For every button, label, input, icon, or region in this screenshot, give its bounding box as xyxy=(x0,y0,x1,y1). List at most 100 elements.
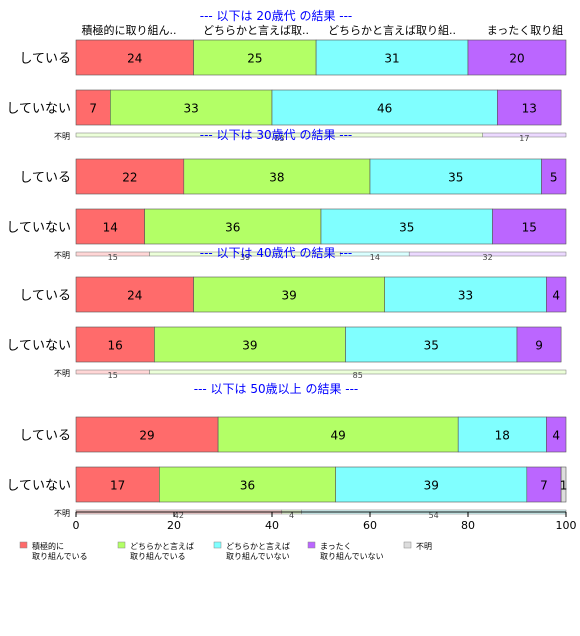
legend-swatch xyxy=(403,541,412,549)
bar-segment xyxy=(75,158,185,195)
column-header: まったく取り組 xyxy=(487,24,564,37)
x-tick-label: 0 xyxy=(73,519,80,532)
data-label: 14 xyxy=(103,221,118,235)
data-label: 16 xyxy=(108,339,123,353)
data-label: 35 xyxy=(448,171,463,185)
legend-label: 取り組んでいる xyxy=(32,551,88,561)
x-tick-label: 80 xyxy=(461,519,475,532)
data-label: 35 xyxy=(424,339,439,353)
column-header: どちらかと言えば取.. xyxy=(203,24,309,37)
legend-label: 取り組んでいない xyxy=(226,551,290,561)
unknown-data-label: 14 xyxy=(370,253,380,262)
unknown-data-label: 15 xyxy=(108,371,118,380)
data-label: 31 xyxy=(384,52,399,66)
data-label: 4 xyxy=(552,429,560,443)
bar-segment xyxy=(457,416,547,453)
column-header: 積極的に取り組ん.. xyxy=(82,23,177,37)
unknown-data-label: 39 xyxy=(240,253,250,262)
bar-segment xyxy=(193,39,317,76)
bar-segment xyxy=(75,39,194,76)
legend-label: まったく xyxy=(320,542,352,551)
row-label: している xyxy=(19,289,71,304)
row-label: していない xyxy=(6,339,71,354)
unknown-data-label: 85 xyxy=(353,371,363,380)
bar-segment xyxy=(183,158,371,195)
bar-segment xyxy=(75,208,145,245)
bar-segment xyxy=(335,466,528,503)
x-tick-label: 100 xyxy=(556,519,577,532)
bar-segment xyxy=(75,466,160,503)
bar-segment xyxy=(75,326,155,363)
legend-label: 取り組んでいる xyxy=(130,551,186,561)
row-label: している xyxy=(19,52,71,67)
column-header: どちらかと言えば取り組.. xyxy=(328,24,456,37)
group-title: --- 以下は 30歳代 の結果 --- xyxy=(200,128,353,142)
data-label: 17 xyxy=(110,479,125,493)
data-label: 24 xyxy=(127,52,142,66)
legend-label: どちらかと言えば xyxy=(130,541,194,551)
data-label: 25 xyxy=(247,52,262,66)
unknown-bar-segment xyxy=(149,369,567,375)
x-tick-label: 40 xyxy=(265,519,279,532)
data-label: 33 xyxy=(184,102,199,116)
row-label: している xyxy=(19,429,71,444)
bar-segment xyxy=(193,276,386,313)
legend-swatch xyxy=(307,541,316,549)
bar-segment xyxy=(384,276,547,313)
x-tick-label: 20 xyxy=(167,519,181,532)
bar-segment xyxy=(345,326,518,363)
bar-segment xyxy=(144,208,322,245)
bar-segment xyxy=(516,326,562,363)
data-label: 13 xyxy=(522,102,537,116)
unknown-row-label: 不明 xyxy=(54,369,70,378)
data-label: 39 xyxy=(282,289,297,303)
unknown-data-label: 32 xyxy=(483,253,493,262)
bar-segment xyxy=(560,466,567,503)
row-label: していない xyxy=(6,221,71,236)
legend-label: 取り組んでいない xyxy=(320,551,384,561)
bar-segment xyxy=(541,158,567,195)
bar-segment xyxy=(546,276,567,313)
data-label: 22 xyxy=(122,171,137,185)
bar-segment xyxy=(320,208,493,245)
bar-segment xyxy=(110,89,273,126)
data-label: 4 xyxy=(552,289,560,303)
data-label: 39 xyxy=(242,339,257,353)
legend-label: 積極的に xyxy=(32,541,64,551)
bar-segment xyxy=(492,208,567,245)
bar-segment xyxy=(526,466,562,503)
data-label: 49 xyxy=(331,429,346,443)
bar-segment xyxy=(497,89,562,126)
row-label: していない xyxy=(6,102,71,117)
unknown-data-label: 54 xyxy=(429,511,439,520)
bar-segment xyxy=(315,39,469,76)
data-label: 38 xyxy=(269,171,284,185)
bar-segment xyxy=(75,416,219,453)
data-label: 7 xyxy=(540,479,548,493)
data-label: 20 xyxy=(509,52,524,66)
group-title: --- 以下は 40歳代 の結果 --- xyxy=(200,246,353,260)
unknown-data-label: 83 xyxy=(274,134,284,143)
data-label: 15 xyxy=(522,221,537,235)
data-label: 46 xyxy=(377,102,392,116)
group-title: --- 以下は 20歳代 の結果 --- xyxy=(200,9,353,23)
group-title: --- 以下は 50歳以上 の結果 --- xyxy=(194,382,359,396)
unknown-bar-segment xyxy=(408,251,567,257)
unknown-row-label: 不明 xyxy=(54,132,70,141)
bar-segment xyxy=(271,89,498,126)
unknown-data-label: 17 xyxy=(519,134,529,143)
data-label: 1 xyxy=(560,479,568,493)
legend-swatch xyxy=(19,541,28,549)
x-tick-label: 60 xyxy=(363,519,377,532)
data-label: 35 xyxy=(399,221,414,235)
data-label: 29 xyxy=(139,429,154,443)
unknown-data-label: 15 xyxy=(108,253,118,262)
row-label: していない xyxy=(6,479,71,494)
legend-label: 不明 xyxy=(416,542,432,551)
row-label: している xyxy=(19,171,71,186)
data-label: 9 xyxy=(535,339,543,353)
data-label: 5 xyxy=(550,171,558,185)
unknown-row-label: 不明 xyxy=(54,251,70,260)
bar-segment xyxy=(75,89,111,126)
data-label: 33 xyxy=(458,289,473,303)
